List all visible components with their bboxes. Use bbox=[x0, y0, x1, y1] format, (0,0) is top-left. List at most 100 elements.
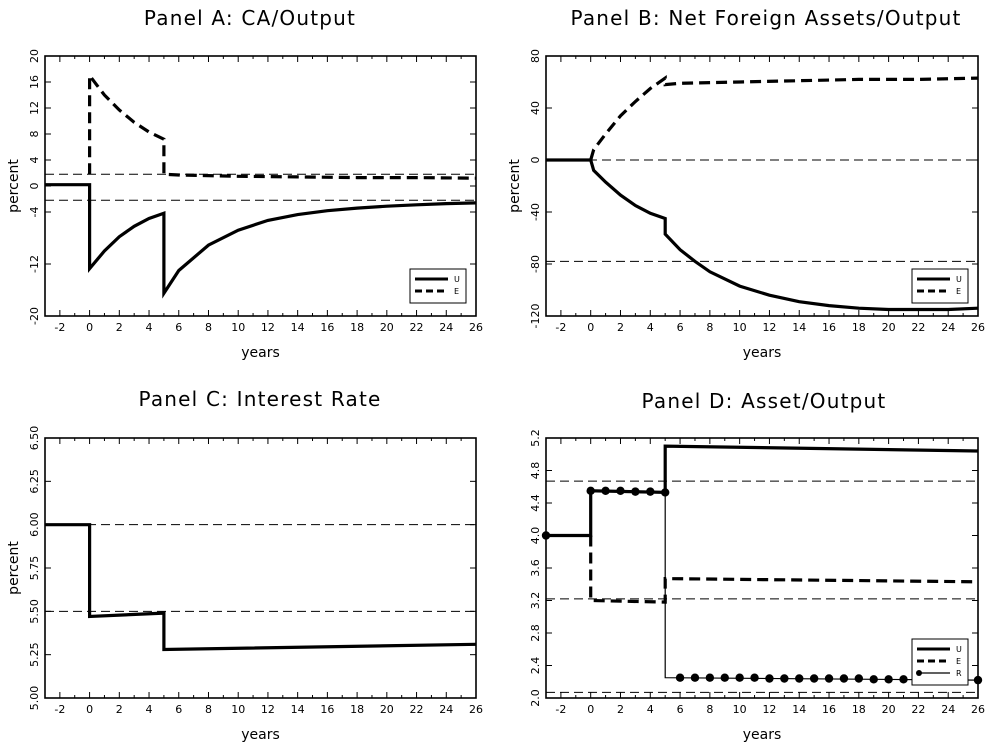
x-tick-label: -2 bbox=[555, 703, 566, 716]
y-tick-label: 0 bbox=[28, 183, 41, 190]
x-tick-label: 14 bbox=[291, 321, 305, 334]
series-marker-r bbox=[690, 673, 700, 682]
plot-frame bbox=[44, 437, 477, 699]
y-tick-label: 5.50 bbox=[28, 599, 41, 624]
x-tick-label: 8 bbox=[706, 321, 713, 334]
series-line-e bbox=[589, 535, 978, 604]
y-tick-label: -4 bbox=[28, 207, 41, 218]
y-tick-label: 5.75 bbox=[28, 556, 41, 581]
x-tick-label: 2 bbox=[617, 703, 624, 716]
x-tick-label: 26 bbox=[971, 321, 985, 334]
x-tick-label: 12 bbox=[261, 703, 275, 716]
y-tick-label: 4.8 bbox=[529, 462, 542, 480]
y-tick-label: 20 bbox=[28, 49, 41, 63]
y-tick-label: 6.00 bbox=[28, 512, 41, 537]
y-tick-label: 40 bbox=[529, 101, 542, 115]
y-tick-label: 0 bbox=[529, 157, 542, 164]
x-axis-label: years bbox=[743, 345, 782, 361]
panel-2: Panel B: Net Foreign Assets/Output-2 0 2 4 6… bbox=[507, 6, 985, 361]
series-marker-r bbox=[705, 673, 715, 682]
x-tick-label: 4 bbox=[146, 321, 153, 334]
x-tick-label: 16 bbox=[822, 703, 836, 716]
legend-box bbox=[409, 268, 467, 304]
series-marker-r bbox=[586, 486, 595, 496]
x-tick-label: -2 bbox=[54, 703, 65, 716]
x-tick-label: 24 bbox=[439, 703, 453, 716]
x-axis-label: years bbox=[743, 727, 782, 743]
x-tick-label: 10 bbox=[231, 703, 245, 716]
y-tick-label: 5.2 bbox=[529, 429, 542, 447]
x-tick-label: 10 bbox=[733, 703, 747, 716]
x-tick-label: 14 bbox=[792, 321, 806, 334]
x-tick-label: -2 bbox=[54, 321, 65, 334]
panel-title: Panel C: Interest Rate bbox=[138, 387, 381, 411]
series-marker-r bbox=[646, 487, 655, 496]
series-marker-r bbox=[720, 673, 729, 682]
series-marker-r bbox=[824, 674, 834, 683]
x-tick-label: 2 bbox=[116, 321, 123, 334]
y-tick-label: 2.8 bbox=[529, 624, 542, 642]
x-axis-label: years bbox=[241, 727, 280, 743]
y-tick-label: 4.4 bbox=[529, 494, 542, 512]
x-tick-label: 26 bbox=[971, 703, 985, 716]
x-tick-label: 16 bbox=[320, 703, 334, 716]
series-marker-r bbox=[750, 673, 759, 682]
legend-label: R bbox=[956, 669, 962, 678]
x-tick-label: 8 bbox=[205, 703, 212, 716]
y-tick-label: -12 bbox=[28, 255, 41, 273]
x-tick-label: 6 bbox=[175, 321, 182, 334]
x-tick-label: 20 bbox=[380, 703, 394, 716]
x-tick-label: 0 bbox=[86, 321, 93, 334]
y-tick-label: 4 bbox=[28, 157, 41, 164]
x-tick-label: 24 bbox=[439, 321, 453, 334]
series-marker-r bbox=[809, 674, 819, 683]
x-tick-label: 6 bbox=[677, 321, 684, 334]
x-tick-label: 20 bbox=[380, 321, 394, 334]
panel-3: Panel C: Interest Rate-2 0 2 4 6 8 10 12 14 16 18 2… bbox=[6, 387, 483, 743]
x-tick-label: 4 bbox=[647, 703, 654, 716]
legend-box bbox=[911, 268, 969, 304]
x-tick-label: 0 bbox=[587, 321, 594, 334]
y-tick-label: 6.50 bbox=[28, 426, 41, 451]
series-marker-r bbox=[675, 673, 685, 682]
plot-frame bbox=[545, 437, 979, 699]
series-marker-r bbox=[631, 487, 640, 496]
legend: UE bbox=[911, 268, 969, 304]
y-tick-label: -120 bbox=[529, 304, 542, 329]
legend-label: E bbox=[956, 287, 961, 296]
y-tick-label: 16 bbox=[28, 75, 41, 89]
x-tick-label: 10 bbox=[231, 321, 245, 334]
legend-marker bbox=[916, 670, 922, 676]
y-tick-label: 12 bbox=[28, 101, 41, 115]
y-tick-label: 6.25 bbox=[28, 469, 41, 494]
y-tick-label: -80 bbox=[529, 255, 542, 273]
series-marker-r bbox=[839, 674, 849, 683]
panel-title: Panel D: Asset/Output bbox=[642, 389, 887, 413]
x-tick-label: 16 bbox=[822, 321, 836, 334]
x-tick-label: 6 bbox=[175, 703, 182, 716]
y-tick-label: 80 bbox=[529, 49, 542, 63]
x-tick-label: 20 bbox=[882, 321, 896, 334]
plot-frame bbox=[44, 55, 477, 317]
x-tick-label: 10 bbox=[733, 321, 747, 334]
x-tick-label: 24 bbox=[941, 321, 955, 334]
legend: UE bbox=[409, 268, 467, 304]
y-tick-label: 3.2 bbox=[529, 592, 542, 610]
legend-label: U bbox=[956, 275, 962, 284]
series-marker-r bbox=[899, 675, 908, 684]
panel-title: Panel B: Net Foreign Assets/Output bbox=[570, 6, 961, 30]
x-tick-label: 16 bbox=[320, 321, 334, 334]
x-tick-label: 26 bbox=[469, 703, 483, 716]
y-tick-label: 8 bbox=[28, 131, 41, 138]
y-tick-label: 2.4 bbox=[529, 657, 542, 675]
y-tick-label: 4.0 bbox=[529, 527, 542, 545]
x-tick-label: 8 bbox=[205, 321, 212, 334]
series-marker-r bbox=[869, 675, 878, 684]
x-tick-label: 22 bbox=[911, 321, 925, 334]
series-marker-r bbox=[616, 486, 625, 496]
y-tick-label: 5.00 bbox=[28, 686, 41, 711]
y-tick-label: -40 bbox=[529, 203, 542, 221]
y-axis-label: percent bbox=[6, 541, 22, 595]
x-tick-label: 26 bbox=[469, 321, 483, 334]
